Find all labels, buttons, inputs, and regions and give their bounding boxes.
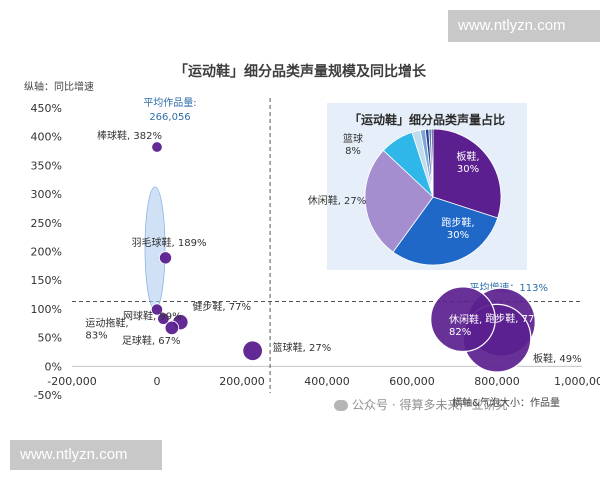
pie-slice [392, 196, 499, 266]
x-axis-label: 横轴&气泡大小：作品量 [452, 396, 560, 409]
watermark-top: www.ntlyzn.com [448, 10, 600, 42]
y-tick-label: -50% [34, 389, 62, 402]
bubble-label: 篮球鞋, 27% [273, 341, 332, 354]
y-tick-label: 450% [31, 102, 62, 115]
x-tick-label: 200,000 [219, 375, 265, 388]
y-tick-label: 400% [31, 131, 62, 144]
y-tick-label: 100% [31, 303, 62, 316]
pie-label: 篮球 8% [343, 132, 363, 157]
pie-label: 跑步鞋, 30% [441, 216, 474, 241]
pie-slice [432, 128, 502, 219]
bubble-label: 足球鞋, 67% [122, 334, 181, 347]
bubble-label: 健步鞋, 77% [192, 300, 251, 313]
bubble [430, 286, 496, 353]
bubble-label: 羽毛球鞋, 189% [132, 236, 207, 249]
bubble-label: 休闲鞋, 82% [449, 313, 482, 338]
bubble-label: 跑步鞋, 77% [485, 312, 544, 325]
chart-title: 「运动鞋」细分品类声量规模及同比增长 [174, 63, 427, 80]
bubble [157, 312, 170, 325]
bubble [150, 303, 164, 316]
pie-slice [364, 149, 434, 253]
x-tick-label: -200,000 [47, 375, 96, 388]
credit-text: 公众号 · 得算多未来产业研究 [352, 398, 508, 412]
pie-slice [430, 128, 434, 198]
bubble [242, 340, 263, 361]
bubble [151, 141, 163, 153]
bubble [158, 251, 173, 265]
pie-title: 「运动鞋」细分品类声量占比 [349, 112, 505, 127]
bubble-label: 棒球鞋, 382% [97, 129, 162, 142]
x-tick-label: 1,000,000 [554, 375, 600, 388]
y-tick-label: 0% [45, 360, 62, 373]
y-axis-label: 纵轴：同比增速 [24, 80, 94, 93]
source-credit: 公众号 · 得算多未来产业研究 [334, 396, 507, 413]
pie-label: 板鞋, 30% [456, 150, 479, 175]
y-tick-label: 350% [31, 159, 62, 172]
y-tick-label: 50% [38, 332, 62, 345]
bubble [164, 320, 180, 336]
y-tick-label: 300% [31, 188, 62, 201]
y-tick-label: 150% [31, 274, 62, 287]
y-tick-label: 200% [31, 246, 62, 259]
avg-x-label: 平均作品量: [143, 97, 196, 109]
pie-label: 休闲鞋, 27% [308, 194, 367, 207]
watermark-bottom: www.ntlyzn.com [10, 440, 162, 470]
wechat-icon [334, 400, 348, 411]
bubble-label: 网球鞋, 99% [123, 309, 182, 322]
avg-x-value: 266,056 [149, 112, 190, 123]
y-tick-label: 250% [31, 217, 62, 230]
x-tick-label: 600,000 [389, 375, 435, 388]
x-tick-label: 0 [154, 375, 161, 388]
bubble-label: 板鞋, 49% [533, 352, 582, 365]
bubble-label: 运动拖鞋, 83% [85, 317, 128, 342]
x-tick-label: 400,000 [304, 375, 350, 388]
x-tick-label: 800,000 [474, 375, 520, 388]
